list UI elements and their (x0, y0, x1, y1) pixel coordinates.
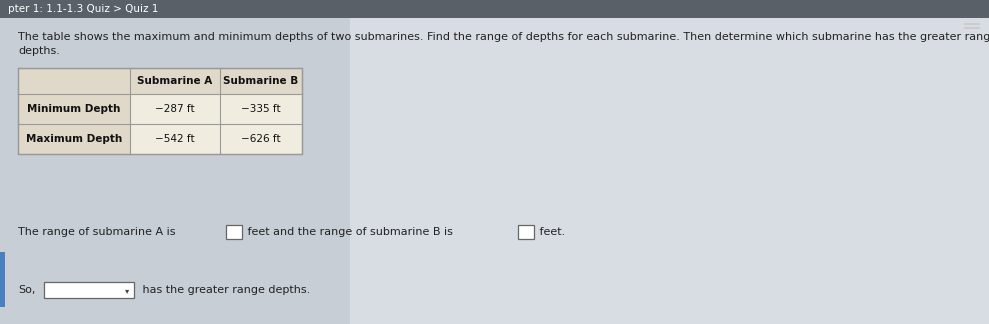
Bar (18, 68, 302, 154)
Text: Maximum Depth: Maximum Depth (26, 134, 122, 144)
Bar (350, 0, 989, 324)
Bar (18, 124, 130, 154)
Bar (0, 252, 5, 307)
Text: feet.: feet. (536, 227, 565, 237)
Text: The range of submarine A is: The range of submarine A is (18, 227, 179, 237)
Bar (18, 68, 302, 154)
Text: −626 ft: −626 ft (241, 134, 281, 144)
Text: feet and the range of submarine B is: feet and the range of submarine B is (243, 227, 456, 237)
Bar (18, 94, 130, 124)
Text: Submarine B: Submarine B (224, 76, 299, 86)
Text: The table shows the maximum and minimum depths of two submarines. Find the range: The table shows the maximum and minimum … (18, 32, 989, 42)
Text: Submarine A: Submarine A (137, 76, 213, 86)
Text: depths.: depths. (18, 46, 60, 56)
Bar (225, 225, 241, 239)
Text: has the greater range depths.: has the greater range depths. (139, 285, 311, 295)
Text: So,: So, (18, 285, 36, 295)
Text: −335 ft: −335 ft (241, 104, 281, 114)
Bar (18, 68, 302, 94)
Text: −542 ft: −542 ft (155, 134, 195, 144)
Text: pter 1: 1.1-1.3 Quiz > Quiz 1: pter 1: 1.1-1.3 Quiz > Quiz 1 (8, 4, 158, 14)
Text: ▾: ▾ (126, 286, 130, 295)
Text: Minimum Depth: Minimum Depth (28, 104, 121, 114)
Bar (518, 225, 534, 239)
Bar (45, 282, 135, 298)
Text: −287 ft: −287 ft (155, 104, 195, 114)
Bar (0, 0, 989, 18)
